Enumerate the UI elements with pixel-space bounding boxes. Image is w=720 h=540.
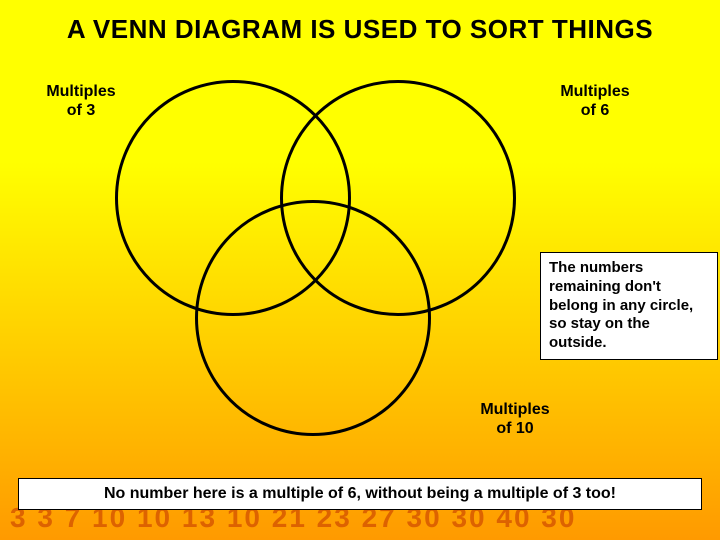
venn-circle-multiples-of-10	[195, 200, 431, 436]
slide-title: A VENN DIAGRAM IS USED TO SORT THINGS	[0, 14, 720, 45]
info-box: The numbers remaining don't belong in an…	[540, 252, 718, 360]
label-multiples-of-6: Multiplesof 6	[550, 82, 640, 120]
label-multiples-of-10: Multiplesof 10	[470, 400, 560, 438]
label-multiples-of-3: Multiplesof 3	[36, 82, 126, 120]
bottom-note: No number here is a multiple of 6, witho…	[18, 478, 702, 510]
slide: A VENN DIAGRAM IS USED TO SORT THINGS Mu…	[0, 0, 720, 540]
